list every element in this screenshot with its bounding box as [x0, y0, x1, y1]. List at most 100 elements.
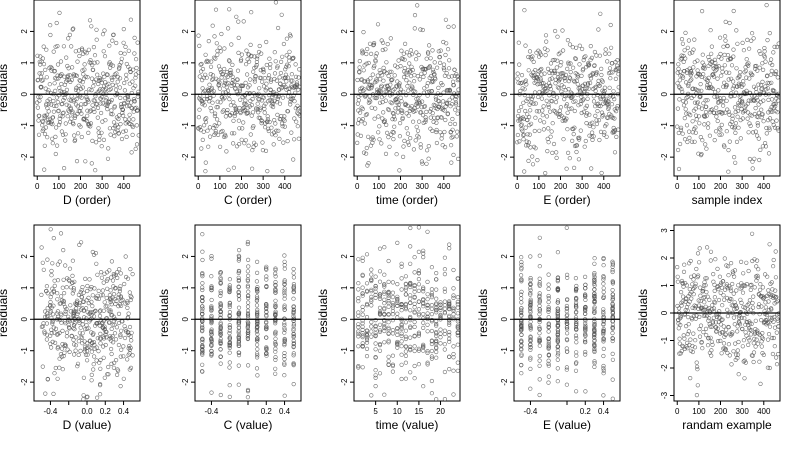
data-point [716, 311, 721, 316]
data-point [690, 86, 695, 92]
data-point [732, 105, 738, 110]
data-point [680, 89, 685, 94]
data-point [399, 333, 404, 339]
data-point [362, 79, 368, 84]
data-point [739, 281, 744, 286]
data-point [434, 323, 439, 328]
data-point [399, 362, 404, 367]
data-point [416, 277, 422, 282]
data-point [130, 79, 135, 84]
data-point [515, 71, 520, 76]
data-point [451, 352, 456, 357]
data-point [455, 276, 460, 281]
data-point [765, 337, 771, 342]
data-point [291, 363, 296, 368]
data-point [276, 25, 281, 31]
data-point [84, 395, 89, 400]
data-point [123, 327, 128, 332]
data-point [42, 329, 47, 334]
data-point [48, 304, 53, 309]
data-point [408, 347, 413, 352]
data-point [75, 59, 80, 64]
data-point [227, 310, 232, 315]
data-point [49, 91, 54, 96]
data-point [55, 376, 60, 381]
data-point [741, 48, 747, 53]
data-point [360, 106, 365, 112]
data-point [755, 328, 760, 333]
data-point [552, 70, 558, 75]
data-point [560, 48, 566, 53]
data-point [107, 320, 112, 325]
data-point [583, 323, 588, 328]
data-point [88, 58, 93, 63]
data-point [732, 126, 737, 131]
data-point [455, 111, 460, 116]
data-point [613, 76, 619, 81]
data-point [548, 86, 553, 92]
data-point [679, 278, 685, 284]
data-point [689, 296, 694, 301]
data-point [72, 311, 77, 316]
x-axis-label: D (value) [63, 418, 112, 432]
data-point [362, 121, 367, 126]
data-point [523, 143, 529, 148]
data-point [218, 49, 223, 54]
data-point [545, 66, 551, 71]
data-point [582, 88, 587, 94]
data-point [454, 72, 459, 77]
data-point [555, 348, 560, 353]
data-point [707, 133, 713, 138]
data-point [608, 70, 613, 75]
data-point [424, 84, 430, 89]
data-point [745, 37, 750, 43]
data-point [263, 88, 268, 93]
data-point [728, 288, 734, 293]
data-point [694, 88, 700, 93]
data-point [700, 52, 705, 57]
data-point [75, 364, 80, 369]
data-point [90, 304, 95, 309]
data-point [519, 122, 524, 127]
data-point [528, 337, 533, 342]
data-point [291, 332, 296, 337]
data-point [260, 148, 266, 153]
data-point [245, 322, 251, 327]
data-point [273, 329, 278, 334]
data-point [528, 145, 533, 150]
data-point [524, 82, 529, 87]
data-point [404, 78, 409, 83]
data-point [294, 80, 300, 85]
data-point [50, 115, 55, 120]
data-point [676, 326, 681, 331]
data-point [739, 106, 744, 112]
data-point [282, 305, 287, 310]
data-point [524, 117, 530, 122]
data-point [413, 89, 418, 94]
data-point [608, 45, 614, 50]
data-point [519, 265, 524, 270]
data-point [250, 110, 256, 115]
data-point [434, 310, 439, 315]
data-point [704, 113, 709, 118]
data-point [269, 125, 274, 130]
data-point [356, 334, 361, 339]
data-point [424, 109, 429, 114]
data-point [197, 43, 202, 49]
data-point [279, 113, 284, 119]
data-point [209, 343, 214, 348]
data-point [202, 96, 207, 102]
data-point [421, 255, 426, 260]
data-point [373, 324, 378, 329]
data-point [282, 282, 287, 287]
data-point [274, 128, 279, 133]
data-point [227, 287, 232, 292]
data-point [236, 338, 241, 343]
data-point [406, 142, 412, 147]
data-point [246, 300, 251, 305]
data-point [131, 117, 136, 122]
data-point [236, 322, 241, 327]
data-point [555, 34, 560, 39]
data-point [100, 320, 105, 325]
